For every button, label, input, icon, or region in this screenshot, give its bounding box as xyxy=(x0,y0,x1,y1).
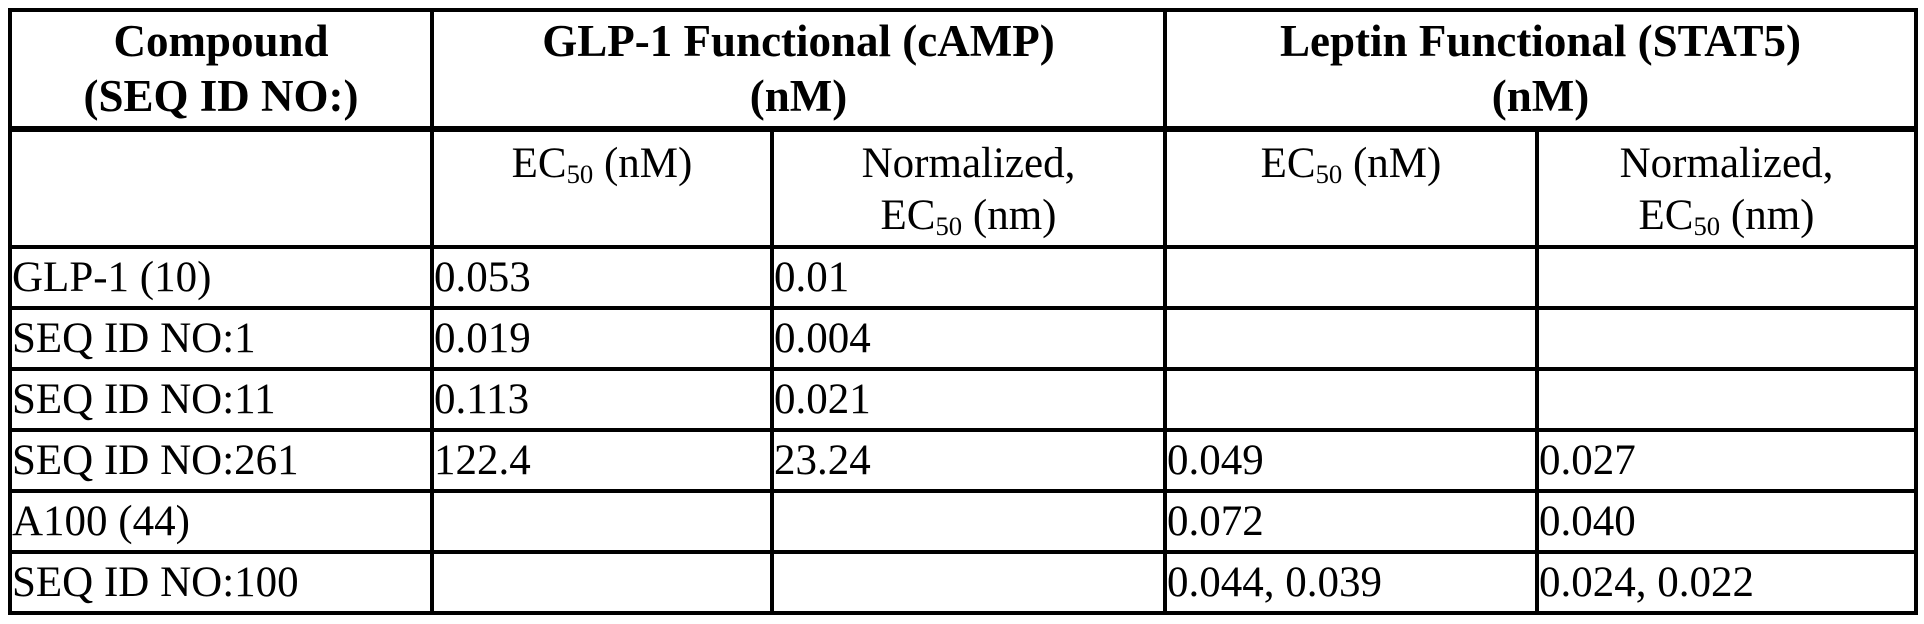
glp1-ec50-value-cell xyxy=(430,489,774,554)
leptin-ec50-label: EC50 (nM) xyxy=(1260,140,1442,189)
leptin-group-title-line2: (nM) xyxy=(1491,71,1590,121)
sub-header-row: EC50 (nM) Normalized, EC50 (nm) EC50 (nM… xyxy=(8,127,1918,249)
compound-header-line2: (SEQ ID NO:) xyxy=(83,71,359,121)
table-row: SEQ ID NO:11 0.113 0.021 xyxy=(8,367,1918,432)
glp1-ec50-value-cell: 0.113 xyxy=(430,367,774,432)
leptin-normalized-value-cell xyxy=(1535,245,1918,310)
leptin-ec50-value-cell xyxy=(1163,367,1539,432)
leptin-ec50-value-cell xyxy=(1163,306,1539,371)
leptin-ec50-value-cell: 0.049 xyxy=(1163,428,1539,493)
leptin-group-header-cell: Leptin Functional (STAT5) (nM) xyxy=(1163,8,1918,132)
compound-cell: A100 (44) xyxy=(8,489,434,554)
glp1-ec50-value-cell: 122.4 xyxy=(430,428,774,493)
glp1-normalized-value-cell xyxy=(770,550,1167,615)
leptin-ec50-header-cell: EC50 (nM) xyxy=(1163,127,1539,249)
glp1-ec50-header-cell: EC50 (nM) xyxy=(430,127,774,249)
leptin-normalized-value-cell: 0.040 xyxy=(1535,489,1918,554)
leptin-normalized-value-cell xyxy=(1535,367,1918,432)
glp1-normalized-value-cell xyxy=(770,489,1167,554)
leptin-normalized-label: Normalized, xyxy=(1619,140,1834,187)
glp1-ec50-value-cell xyxy=(430,550,774,615)
glp1-normalized-value-cell: 0.01 xyxy=(770,245,1167,310)
compound-header-line1: Compound xyxy=(113,16,329,67)
glp1-normalized-header-cell: Normalized, EC50 (nm) xyxy=(770,127,1167,249)
results-table: Compound (SEQ ID NO:) GLP-1 Functional (… xyxy=(8,8,1918,615)
leptin-ec50-value-cell: 0.072 xyxy=(1163,489,1539,554)
table-row: GLP-1 (10) 0.053 0.01 xyxy=(8,245,1918,310)
glp1-normalized-value-cell: 0.021 xyxy=(770,367,1167,432)
glp1-normalized-value-cell: 23.24 xyxy=(770,428,1167,493)
glp1-group-title-line2: (nM) xyxy=(749,71,848,121)
compound-cell: SEQ ID NO:11 xyxy=(8,367,434,432)
glp1-ec50-value-cell: 0.019 xyxy=(430,306,774,371)
compound-header-cell: Compound (SEQ ID NO:) xyxy=(8,8,434,132)
compound-cell: GLP-1 (10) xyxy=(8,245,434,310)
table-row: SEQ ID NO:100 0.044, 0.039 0.024, 0.022 xyxy=(8,550,1918,615)
glp1-ec50-label: EC50 (nM) xyxy=(511,140,693,189)
leptin-normalized-value-cell: 0.027 xyxy=(1535,428,1918,493)
leptin-normalized-ec50-label: EC50 (nm) xyxy=(1638,192,1815,242)
glp1-ec50-value-cell: 0.053 xyxy=(430,245,774,310)
compound-cell: SEQ ID NO:261 xyxy=(8,428,434,493)
leptin-normalized-value-cell: 0.024, 0.022 xyxy=(1535,550,1918,615)
leptin-ec50-value-cell xyxy=(1163,245,1539,310)
glp1-group-title-line1: GLP-1 Functional (cAMP) xyxy=(542,16,1055,67)
glp1-group-header-cell: GLP-1 Functional (cAMP) (nM) xyxy=(430,8,1167,132)
table-row: A100 (44) 0.072 0.040 xyxy=(8,489,1918,554)
leptin-group-title-line1: Leptin Functional (STAT5) xyxy=(1280,16,1801,67)
group-header-row: Compound (SEQ ID NO:) GLP-1 Functional (… xyxy=(8,8,1918,132)
glp1-normalized-label: Normalized, xyxy=(861,140,1076,187)
table-row: SEQ ID NO:1 0.019 0.004 xyxy=(8,306,1918,371)
glp1-normalized-ec50-label: EC50 (nm) xyxy=(880,192,1057,242)
compound-cell: SEQ ID NO:1 xyxy=(8,306,434,371)
compound-cell: SEQ ID NO:100 xyxy=(8,550,434,615)
leptin-ec50-value-cell: 0.044, 0.039 xyxy=(1163,550,1539,615)
leptin-normalized-header-cell: Normalized, EC50 (nm) xyxy=(1535,127,1918,249)
table-row: SEQ ID NO:261 122.4 23.24 0.049 0.027 xyxy=(8,428,1918,493)
leptin-normalized-value-cell xyxy=(1535,306,1918,371)
empty-subheader-cell xyxy=(8,127,434,249)
glp1-normalized-value-cell: 0.004 xyxy=(770,306,1167,371)
